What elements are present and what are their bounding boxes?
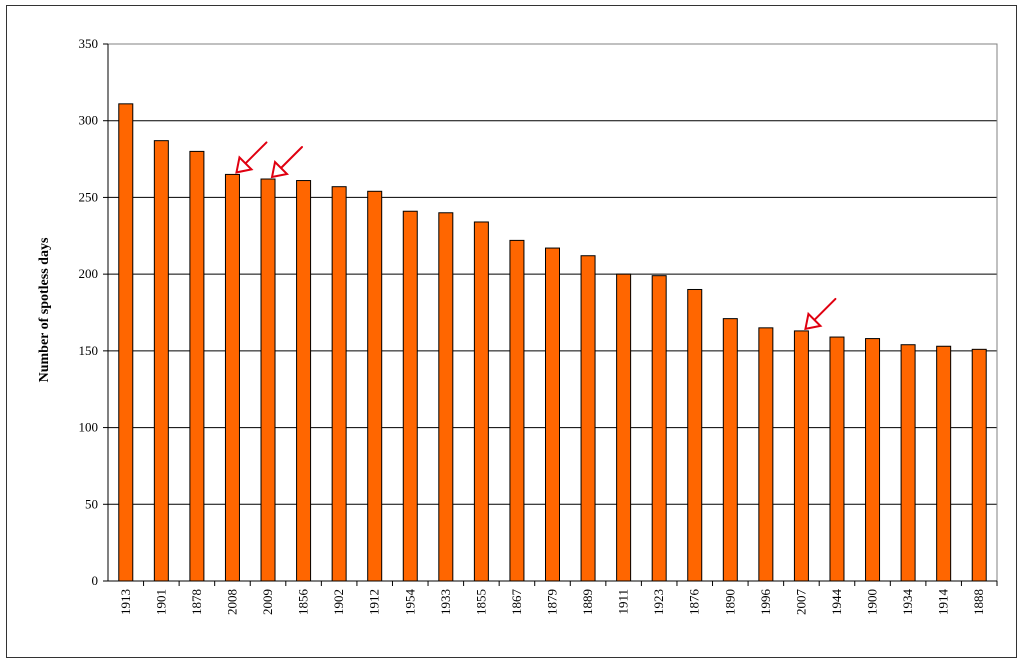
x-tick-label: 1954 (402, 589, 417, 616)
bar-1954 (402, 210, 418, 582)
bar-1901 (153, 140, 169, 582)
bar-1856 (296, 180, 312, 582)
y-tick-label: 150 (79, 343, 99, 358)
x-tick-label: 2009 (260, 589, 275, 615)
x-tick-label: 1856 (296, 589, 311, 616)
x-tick-label: 1889 (580, 589, 595, 615)
bar-1867 (509, 239, 525, 582)
bar-2007 (793, 330, 809, 582)
bar-1923 (651, 275, 667, 582)
bar-1878 (189, 150, 205, 582)
x-tick-label: 1923 (651, 589, 666, 615)
x-tick-label: 1890 (722, 589, 737, 615)
x-tick-label: 1933 (438, 589, 453, 615)
x-tick-label: 2007 (793, 589, 808, 616)
bar-1888 (971, 348, 987, 582)
red-arrow-icon (235, 141, 268, 174)
bar-1933 (438, 212, 454, 582)
y-tick-label: 0 (92, 573, 99, 588)
bar-1890 (722, 318, 738, 582)
axes (107, 43, 998, 582)
y-tick-label: 350 (79, 36, 99, 51)
red-arrow-icon (270, 146, 304, 179)
x-tick-label: 1996 (758, 589, 773, 616)
x-tick-label: 1934 (900, 589, 915, 616)
x-tick-label: 1913 (118, 589, 133, 615)
bar-1855 (473, 221, 489, 582)
bar-2009 (260, 178, 276, 582)
bar-1944 (829, 336, 845, 582)
bar-1934 (900, 344, 916, 582)
x-tick-label: 1902 (331, 589, 346, 615)
x-tick-label: 1888 (971, 589, 986, 615)
bar-1913 (118, 103, 134, 582)
bar-2008 (224, 173, 240, 582)
x-tick-labels: 1913 1901 1878 2008 2009 1856 1902 1912 1954 1933… (118, 581, 998, 616)
x-tick-label: 1912 (367, 589, 382, 615)
annotations (235, 141, 837, 331)
y-tick-label: 250 (79, 189, 99, 204)
red-arrow-icon (804, 297, 837, 331)
y-tick-labels: 0 50 100 150 200 250 300 350 (79, 36, 108, 588)
x-tick-label: 1878 (189, 589, 204, 615)
bar-1911 (616, 273, 632, 582)
bar-1879 (545, 247, 560, 582)
y-tick-label: 300 (79, 113, 99, 128)
x-tick-label: 1879 (545, 589, 560, 615)
bars (118, 103, 987, 582)
bar-1912 (367, 190, 383, 582)
x-tick-label: 1914 (936, 589, 951, 616)
bar-1876 (687, 288, 703, 582)
x-tick-label: 2008 (224, 589, 239, 615)
bar-1902 (331, 186, 347, 582)
x-tick-label: 1876 (687, 589, 702, 616)
y-tick-label: 200 (79, 266, 99, 281)
x-tick-label: 1855 (473, 589, 488, 615)
x-tick-label: 1867 (509, 589, 524, 616)
x-tick-label: 1900 (865, 589, 880, 615)
x-tick-label: 1901 (153, 589, 168, 615)
bar-1889 (580, 255, 596, 582)
x-tick-label: 1944 (829, 589, 844, 616)
bar-1996 (758, 327, 774, 582)
x-tick-label: 1911 (616, 589, 631, 615)
bar-1914 (936, 345, 952, 582)
y-axis-title: Number of spotless days (37, 237, 52, 382)
bar-1900 (865, 338, 881, 582)
y-tick-label: 50 (85, 496, 98, 511)
y-tick-label: 100 (79, 420, 99, 435)
